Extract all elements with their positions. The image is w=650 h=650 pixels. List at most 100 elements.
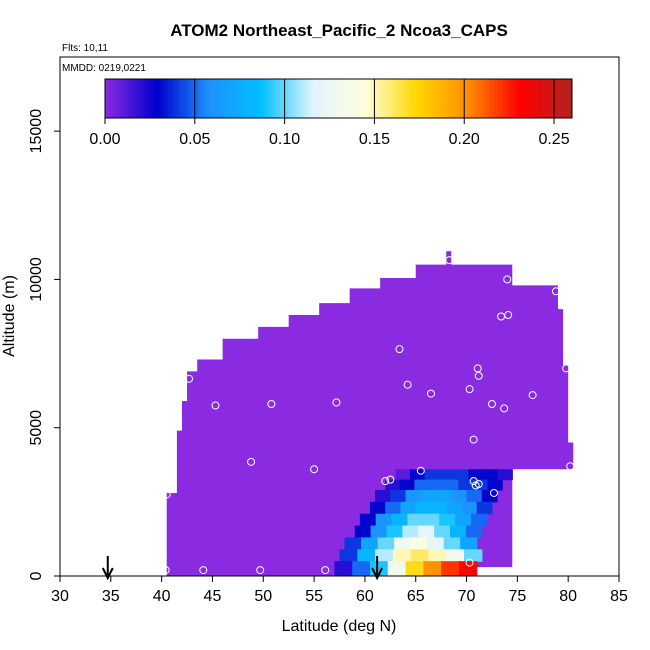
colorbar [104,78,573,119]
flight-point [426,389,435,398]
colorbar-swatch [190,79,196,118]
colorbar-swatch [241,79,246,118]
colorbar-swatch [424,79,429,118]
gradient-cell [483,469,499,481]
flight-point [551,287,560,296]
colorbar-swatch [260,79,266,118]
gradient-cell [450,525,467,539]
colorbar-swatch [311,79,316,118]
flight-point [566,462,575,471]
flight-point [416,466,425,475]
gradient-cell [443,479,459,491]
x-tick-label: 35 [102,588,120,605]
colorbar-swatch [428,79,433,118]
gradient-cell [361,537,379,550]
gradient-cell [405,489,422,503]
colorbar-swatch [447,79,452,118]
colorbar-ticks: 0.00 0.05 0.10 0.15 0.20 0.25 [89,79,570,148]
flight-point [504,311,513,320]
colorbar-swatch [237,79,242,118]
colorbar-swatch [369,79,375,118]
colorbar-swatch [163,79,168,118]
gradient-cell [369,501,386,515]
colorbar-swatch [498,79,503,118]
flight-point [256,566,265,575]
gradient-cell [357,549,376,562]
mmdd-label: MMDD: 0219,0221 [62,63,146,74]
gradient-cell [455,513,472,527]
arrow-head [371,567,383,581]
colorbar-swatch [439,79,445,118]
colorbar-swatch [443,79,448,118]
colorbar-swatch [143,79,149,118]
gradient-cell [334,561,353,576]
colorbar-swatch [229,79,234,118]
colorbar-swatch [272,79,277,118]
x-tick-label: 65 [407,588,425,605]
colorbar-swatch [206,79,211,118]
colorbar-swatch [381,79,386,118]
colorbar-swatch [529,79,534,118]
colorbar-swatch [186,79,192,118]
gradient-cell [461,501,478,515]
gradient-cell [410,469,426,481]
colorbar-swatch [322,79,328,118]
colorbar-swatch [202,79,207,118]
flight-point [474,371,483,380]
colorbar-swatch [377,79,382,118]
colorbar-swatch [400,79,406,118]
colorbar-tick-label: 0.00 [89,131,120,148]
chart-title: ATOM2 Northeast_Pacific_2 Ncoa3_CAPS [170,21,508,40]
x-tick-label: 55 [305,588,323,605]
gradient-cell [441,561,460,576]
x-tick-label: 50 [254,588,272,605]
y-tick-label: 10000 [28,257,45,302]
colorbar-tick-label: 0.05 [179,131,210,148]
gradient-cell [424,469,440,481]
flight-point [211,401,220,410]
y-tick-label: 0 [28,571,45,580]
colorbar-swatch [420,79,425,118]
colorbar-swatch [299,79,304,118]
gradient-cell [429,479,445,491]
flight-point [562,364,571,373]
colorbar-swatch [505,79,511,118]
gradient-cells [334,469,513,576]
colorbar-swatch [521,79,526,118]
colorbar-swatch [171,79,176,118]
colorbar-swatch [128,79,133,118]
colorbar-swatch [268,79,273,118]
gradient-cell [375,549,394,562]
colorbar-swatch [373,79,378,118]
x-axis-label: Latitude (deg N) [282,618,397,635]
gradient-cell [359,513,377,527]
gradient-cell [472,479,489,491]
gradient-cell [399,479,416,491]
y-tick-label: 15000 [28,109,45,154]
colorbar-swatch [463,79,468,118]
gradient-cell [451,489,468,503]
flight-point [487,399,496,408]
colorbar-swatch [245,79,250,118]
colorbar-swatch [105,79,110,118]
colorbar-swatch [167,79,172,118]
colorbar-swatch [276,79,281,118]
flight-point [469,435,478,444]
plot-frame [59,56,620,577]
gradient-cell [487,479,503,491]
colorbar-swatch [564,79,569,118]
colorbar-swatch [264,79,269,118]
x-tick-label: 80 [559,588,577,605]
x-tick-label: 40 [153,588,171,605]
colorbar-swatch [225,79,231,118]
colorbar-swatch [178,79,184,118]
colorbar-swatch [408,79,413,118]
gradient-cell [427,537,445,550]
colorbar-swatch [330,79,336,118]
gradient-cell [465,525,483,539]
colorbar-swatch [342,79,347,118]
flight-point [465,385,474,394]
gradient-cell [418,525,435,539]
y-axis-label: Altitude (m) [1,275,18,357]
